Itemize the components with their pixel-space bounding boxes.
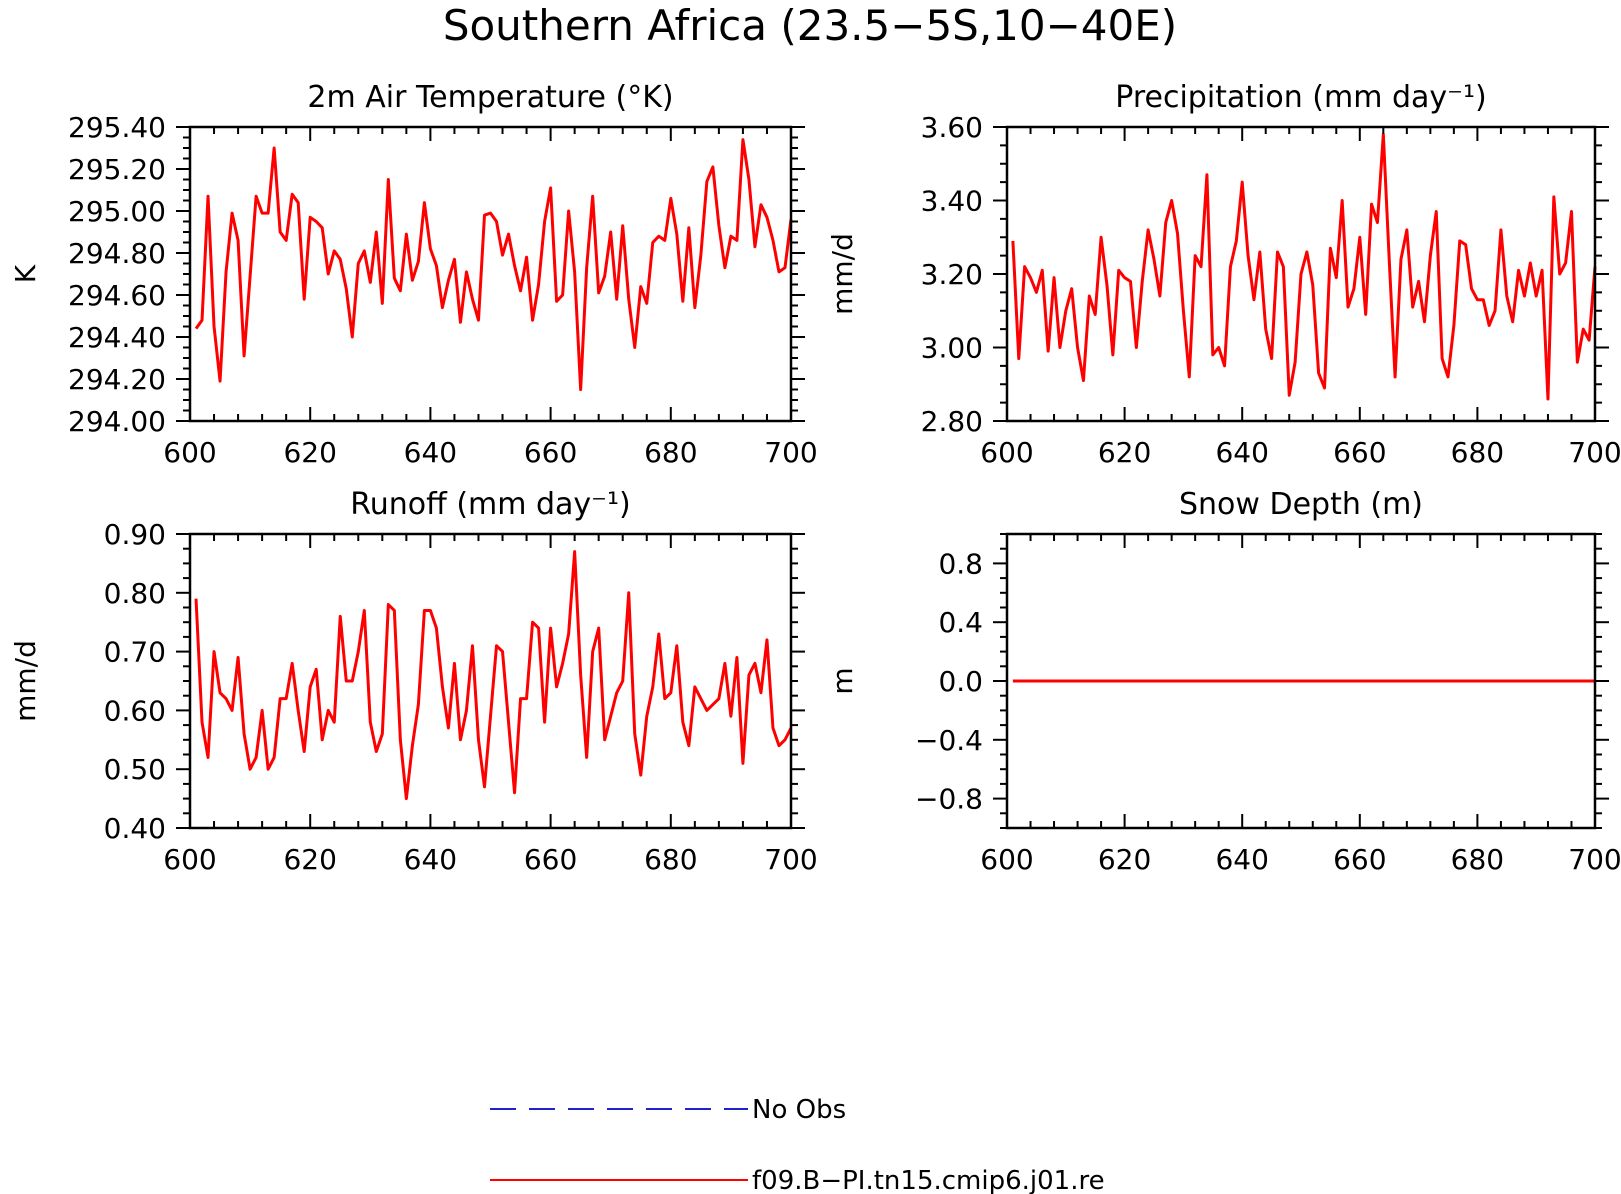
x-tick-label: 640 bbox=[404, 843, 457, 876]
y-tick-label: 0.50 bbox=[104, 753, 166, 786]
y-tick-label: 0.0 bbox=[938, 665, 983, 698]
panel-title: Precipitation (mm day⁻¹) bbox=[1115, 80, 1486, 115]
x-tick-label: 620 bbox=[1098, 436, 1151, 469]
x-tick-label: 640 bbox=[1215, 436, 1268, 469]
y-tick-label: −0.4 bbox=[915, 724, 983, 757]
panel-precipitation: Precipitation (mm day⁻¹) mm/d 600 620 640 660… bbox=[826, 80, 1621, 469]
series-line bbox=[194, 138, 793, 391]
y-tick-label: 3.40 bbox=[921, 185, 983, 218]
y-tick-label: 294.40 bbox=[68, 321, 166, 354]
y-tick-label: −0.8 bbox=[915, 783, 983, 816]
legend: No Obs f09.B−PI.tn15.cmip6.j01.re bbox=[490, 1095, 1105, 1194]
x-tick-label: 640 bbox=[404, 436, 457, 469]
y-tick-label: 294.20 bbox=[68, 363, 166, 396]
plot-frame bbox=[188, 532, 793, 830]
y-tick-label: 0.60 bbox=[104, 694, 166, 727]
plot-frame bbox=[188, 125, 793, 423]
panel-air-temperature: 2m Air Temperature (°K) K 600 620 640 660 680 7… bbox=[9, 80, 818, 469]
y-axis-label: mm/d bbox=[826, 233, 859, 315]
panel-snow-depth: Snow Depth (m) m 600 620 640 660 680 700 −0.8 −0.… bbox=[826, 487, 1621, 876]
y-tick-label: 295.00 bbox=[68, 195, 166, 228]
y-tick-label: 3.00 bbox=[921, 332, 983, 365]
y-tick-label: 0.70 bbox=[104, 636, 166, 669]
series-line bbox=[1011, 132, 1597, 401]
y-tick-label: 0.40 bbox=[104, 812, 166, 845]
y-tick-label: 294.80 bbox=[68, 237, 166, 270]
y-axis-label: mm/d bbox=[9, 640, 42, 722]
x-tick-label: 700 bbox=[764, 436, 817, 469]
y-tick-label: 0.90 bbox=[104, 518, 166, 551]
figure-title: Southern Africa (23.5−5S,10−40E) bbox=[443, 1, 1177, 50]
x-tick-label: 700 bbox=[764, 843, 817, 876]
x-tick-label: 660 bbox=[524, 843, 577, 876]
x-tick-label: 600 bbox=[980, 436, 1033, 469]
x-tick-label: 600 bbox=[980, 843, 1033, 876]
y-tick-label: 294.00 bbox=[68, 405, 166, 438]
legend-label-no-obs: No Obs bbox=[752, 1095, 846, 1125]
x-tick-label: 600 bbox=[163, 843, 216, 876]
y-tick-label: 3.20 bbox=[921, 258, 983, 291]
y-tick-label: 0.4 bbox=[938, 606, 983, 639]
x-tick-label: 680 bbox=[644, 843, 697, 876]
y-axis-label: m bbox=[826, 667, 859, 694]
x-tick-label: 620 bbox=[283, 436, 336, 469]
x-tick-label: 660 bbox=[1333, 436, 1386, 469]
x-tick-label: 620 bbox=[1098, 843, 1151, 876]
panel-title: 2m Air Temperature (°K) bbox=[307, 80, 673, 115]
y-tick-label: 294.60 bbox=[68, 279, 166, 312]
x-tick-label: 680 bbox=[1451, 436, 1504, 469]
y-tick-label: 2.80 bbox=[921, 405, 983, 438]
legend-label-model: f09.B−PI.tn15.cmip6.j01.re bbox=[752, 1166, 1105, 1194]
x-tick-label: 680 bbox=[1451, 843, 1504, 876]
y-axis-label: K bbox=[9, 264, 42, 283]
x-tick-label: 660 bbox=[524, 436, 577, 469]
y-tick-label: 295.40 bbox=[68, 111, 166, 144]
x-tick-label: 640 bbox=[1215, 843, 1268, 876]
x-tick-label: 660 bbox=[1333, 843, 1386, 876]
x-tick-label: 620 bbox=[283, 843, 336, 876]
y-tick-label: 295.20 bbox=[68, 153, 166, 186]
panel-title: Runoff (mm day⁻¹) bbox=[350, 487, 631, 522]
x-tick-label: 680 bbox=[644, 436, 697, 469]
x-tick-label: 700 bbox=[1568, 436, 1621, 469]
y-tick-label: 0.80 bbox=[104, 577, 166, 610]
panel-title: Snow Depth (m) bbox=[1179, 487, 1423, 522]
series-line bbox=[194, 550, 793, 801]
y-tick-label: 3.60 bbox=[921, 111, 983, 144]
panel-runoff: Runoff (mm day⁻¹) mm/d 600 620 640 660 680 700 0… bbox=[9, 487, 818, 876]
y-tick-label: 0.8 bbox=[938, 547, 983, 580]
x-tick-label: 600 bbox=[163, 436, 216, 469]
x-tick-label: 700 bbox=[1568, 843, 1621, 876]
